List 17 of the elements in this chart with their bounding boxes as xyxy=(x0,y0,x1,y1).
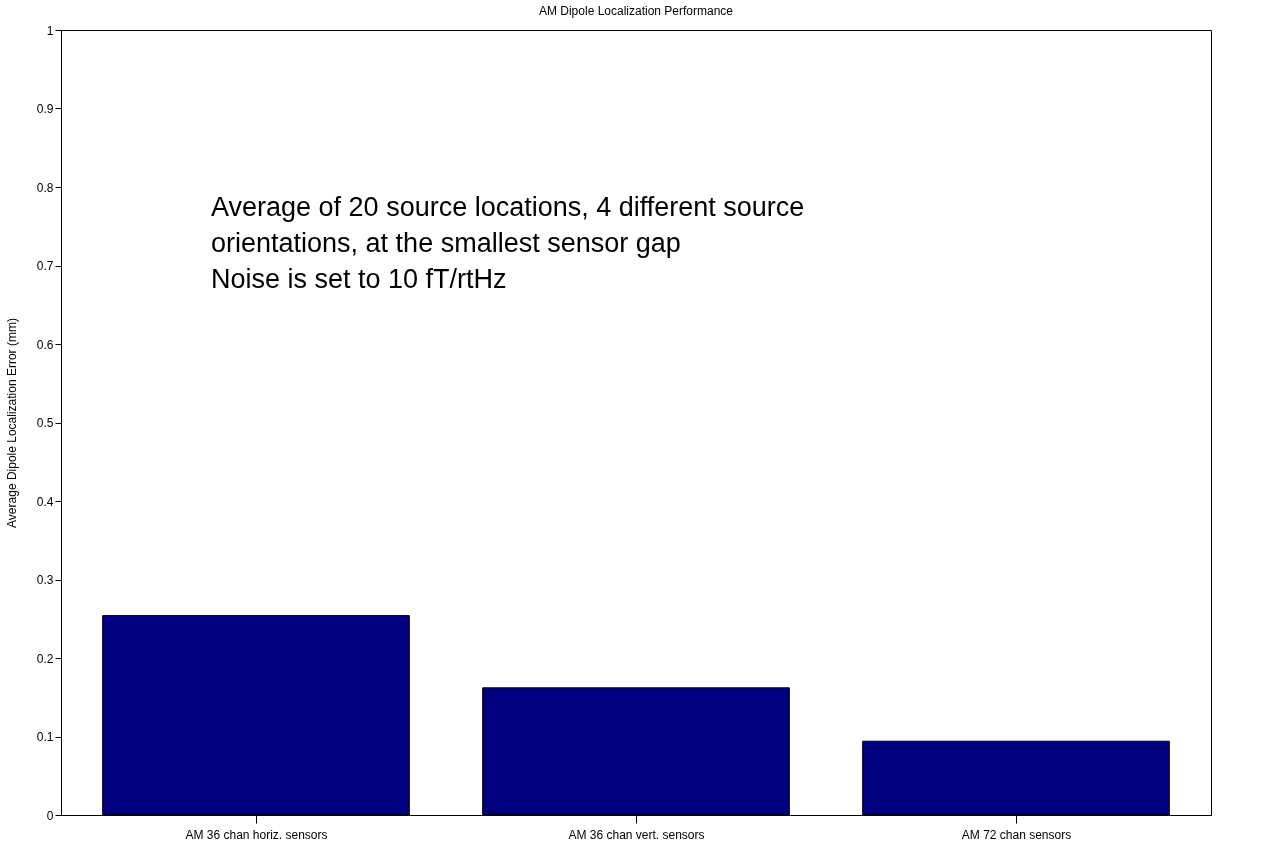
y-tick-label: 1 xyxy=(46,23,54,38)
x-tick-label: AM 36 chan vert. sensors xyxy=(568,827,705,842)
y-tick-label: 0 xyxy=(46,808,54,823)
x-tick-label: AM 72 chan sensors xyxy=(961,827,1072,842)
y-tick-label: 0.4 xyxy=(36,494,54,509)
y-axis-title: Average Dipole Localization Error (mm) xyxy=(4,318,19,528)
y-tick-label: 0.9 xyxy=(36,102,54,116)
y-tick-label: 0.6 xyxy=(36,337,54,352)
chart-title: AM Dipole Localization Performance xyxy=(538,4,734,18)
y-tick-label: 0.2 xyxy=(36,651,54,666)
x-tick-label: AM 36 chan horiz. sensors xyxy=(185,827,328,842)
y-tick-label: 0.5 xyxy=(36,416,54,430)
annotation: Average of 20 source locations, 4 different source orientations, at the smallest sensor gap Noise is set to 10 fT/rtHz xyxy=(211,192,805,294)
y-tick-label: 0.8 xyxy=(36,180,54,195)
y-tick-label: 0.1 xyxy=(36,730,54,744)
y-tick-label: 0.3 xyxy=(36,573,54,587)
y-tick-label: 0.7 xyxy=(36,259,54,273)
